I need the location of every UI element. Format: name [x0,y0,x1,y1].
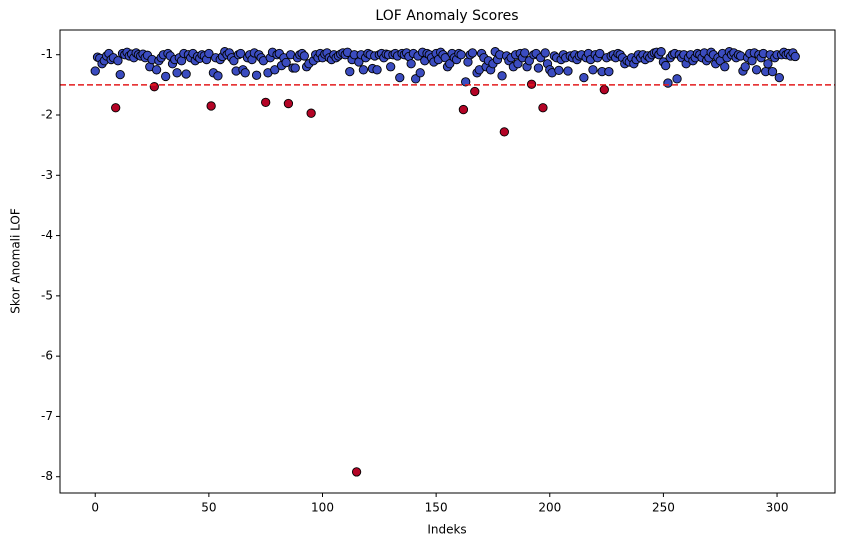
point [456,50,466,60]
point [181,69,191,79]
point [251,70,262,80]
point [406,59,416,69]
point [358,65,369,75]
y-tick-label: -3 [41,168,53,182]
point [740,62,750,72]
point [599,85,609,95]
plot-frame [59,29,836,494]
point [540,48,550,58]
point [563,66,573,76]
point [113,56,123,66]
point [172,68,182,78]
point [554,65,564,76]
x-tick-label: 100 [311,501,334,515]
point [720,62,730,72]
point [661,60,671,71]
point [290,63,300,73]
point [588,65,598,75]
point [520,48,530,58]
x-tick-label: 200 [538,501,561,515]
point [656,47,666,57]
point [790,51,800,62]
point [751,65,762,75]
x-tick-label: 300 [766,501,789,515]
point [270,65,280,75]
y-tick-label: -4 [41,228,53,242]
point [533,63,544,73]
point [206,101,216,111]
point [467,48,478,58]
point [111,103,121,113]
point [261,97,271,107]
point [90,66,100,76]
point [161,71,171,82]
x-tick-label: 50 [201,501,216,515]
point [204,48,214,59]
point [470,86,480,97]
point [299,51,309,61]
y-tick-label: -2 [41,108,53,122]
point [386,62,396,72]
point [672,74,682,84]
point [747,56,757,66]
point [461,77,471,87]
point [497,71,507,81]
point [579,72,589,83]
point [283,98,294,109]
point [774,72,784,83]
point [415,68,425,78]
x-tick-label: 250 [652,501,675,515]
y-tick-label: -7 [41,409,53,423]
point [604,66,614,77]
point [236,48,246,59]
point [115,69,125,80]
x-tick-label: 0 [91,501,99,515]
point [538,103,548,113]
y-tick-label: -6 [41,349,53,363]
point [149,82,159,92]
point [151,65,162,75]
point [763,59,773,69]
point [395,72,405,83]
y-axis-label: Skor Anomali LOF [9,208,23,314]
point [595,48,605,59]
point [351,467,362,477]
point [281,57,291,68]
x-tick-label: 150 [425,501,448,515]
point [306,108,316,118]
point [372,65,382,75]
chart-title: LOF Anomaly Scores [375,8,518,24]
point [663,78,673,88]
point [458,104,469,115]
point [240,68,250,78]
point [499,127,509,137]
point [345,66,355,77]
x-axis-label: Indeks [427,523,466,537]
y-tick-label: -8 [41,469,53,483]
y-tick-label: -1 [41,47,53,61]
point [767,66,778,77]
point [213,71,223,81]
y-tick-label: -5 [41,288,53,302]
